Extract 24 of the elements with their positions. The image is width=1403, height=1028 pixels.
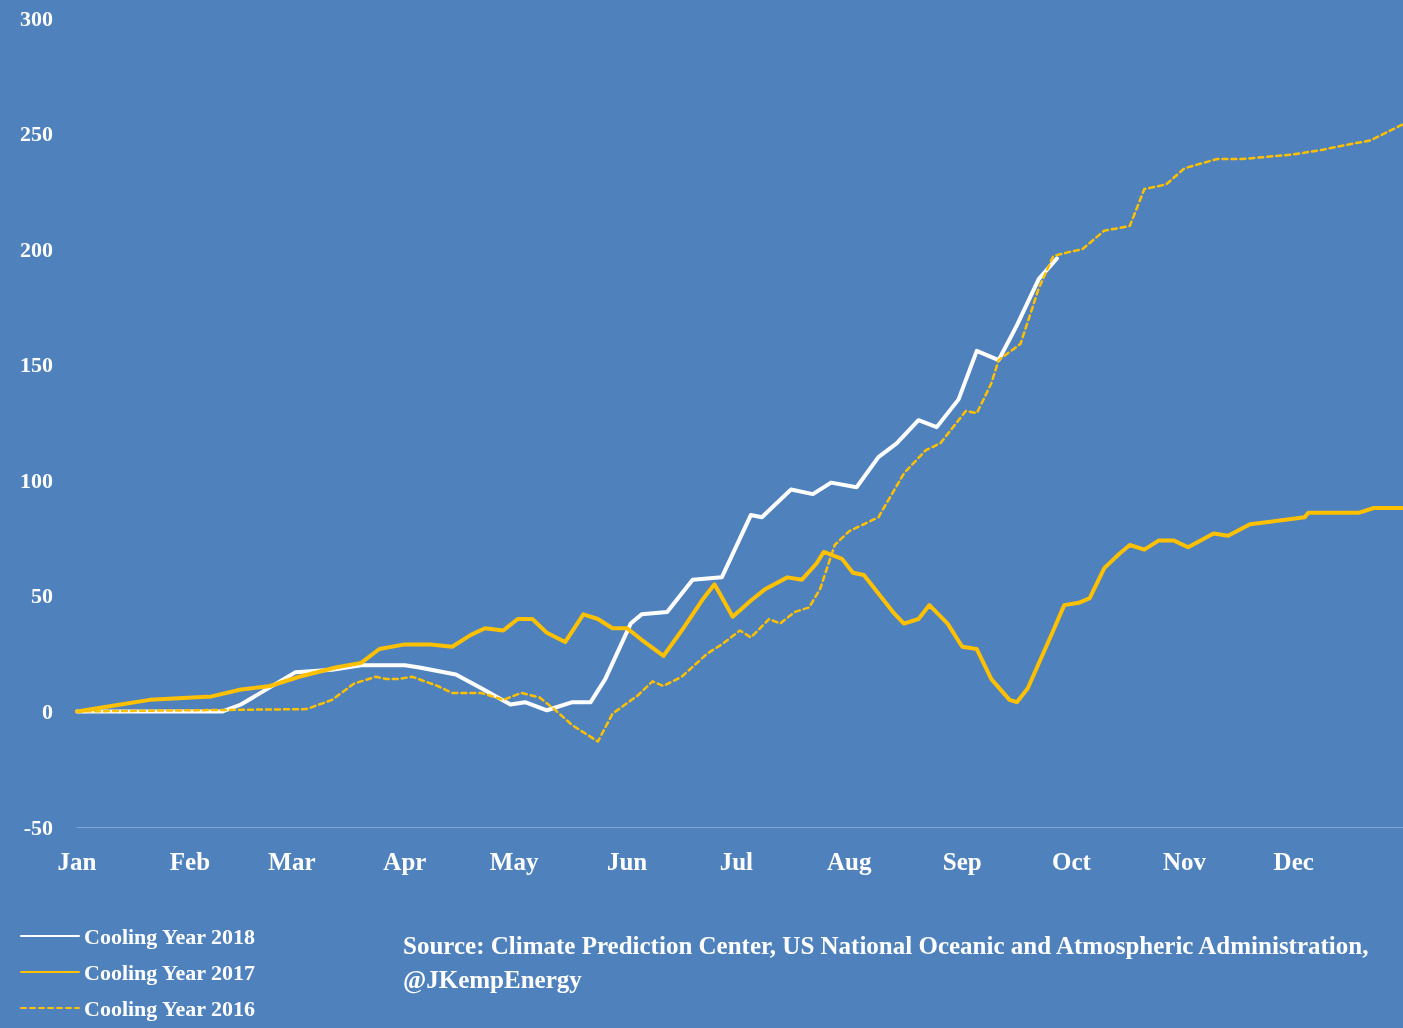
y-tick-label: -50 <box>23 814 53 840</box>
x-tick-label: Jun <box>606 848 648 875</box>
x-tick-label: Apr <box>383 848 427 875</box>
y-tick-label: 150 <box>20 352 53 378</box>
legend-label: Cooling Year 2018 <box>84 923 256 949</box>
y-tick-label: 300 <box>20 5 53 31</box>
y-tick-label: 50 <box>31 583 53 609</box>
y-tick-label: 200 <box>20 236 53 262</box>
x-tick-label: Nov <box>1162 848 1207 875</box>
x-tick-label: May <box>489 848 539 875</box>
legend-label: Cooling Year 2016 <box>84 995 256 1021</box>
x-tick-label: Mar <box>268 848 316 875</box>
x-tick-label: Dec <box>1273 848 1314 875</box>
y-tick-label: 100 <box>20 467 53 493</box>
x-tick-label: Jul <box>719 848 754 875</box>
y-tick-label: 0 <box>42 698 53 724</box>
x-tick-label: Jan <box>57 848 97 875</box>
x-tick-label: Oct <box>1052 848 1092 875</box>
y-tick-label: 250 <box>20 121 53 147</box>
x-tick-label: Aug <box>827 848 873 875</box>
x-tick-label: Feb <box>169 848 211 875</box>
source-note: Source: Climate Prediction Center, US National Oceanic and Atmospheric Administration, @JKempEnergy <box>403 931 1375 994</box>
legend-label: Cooling Year 2017 <box>84 959 256 985</box>
x-tick-label: Sep <box>942 848 982 875</box>
